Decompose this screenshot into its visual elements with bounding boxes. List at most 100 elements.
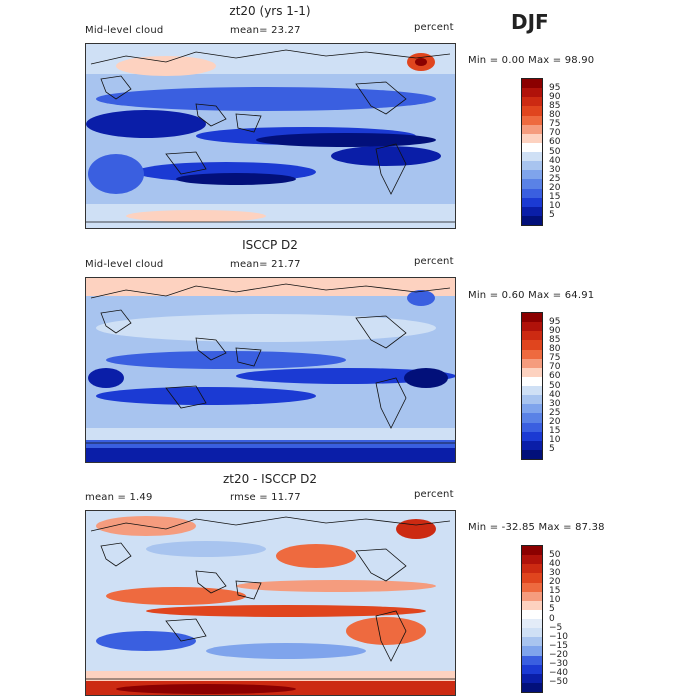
colorbar-tick-label: 20 <box>549 183 561 193</box>
colorbar-tick-label: 50 <box>549 380 561 391</box>
colorbar-tick-label: −30 <box>549 659 568 670</box>
colorbar-tick-label: 60 <box>549 371 561 382</box>
colorbar-swatch <box>522 582 542 592</box>
colorbar-tick-label: 40 <box>549 155 561 166</box>
colorbar-tick-label: 85 <box>549 100 561 111</box>
colorbar-tick-label: 5 <box>549 604 555 615</box>
panel-1-title: zt20 (yrs 1-1) <box>229 4 311 18</box>
colorbar-tick-label: 30 <box>549 164 561 175</box>
panel-2-map-plot <box>86 278 455 462</box>
colorbar-swatch <box>522 564 542 574</box>
colorbar-tick-label: 10 <box>549 595 561 606</box>
colorbar-tick-label: 75 <box>549 119 561 130</box>
colorbar-tick-label: 20 <box>549 417 561 427</box>
colorbar-tick-label: 10 <box>549 435 561 446</box>
panel-3-map <box>85 510 456 696</box>
colorbar-swatch <box>522 197 542 207</box>
panel-1-mean-label: mean= 23.27 <box>230 25 301 36</box>
colorbar-tick-label: −20 <box>549 650 568 660</box>
colorbar-swatch <box>522 395 542 405</box>
colorbar-tick-label: 0 <box>549 613 555 624</box>
colorbar-swatch <box>522 628 542 638</box>
colorbar-swatch <box>522 682 542 692</box>
colorbar-tick-label: 15 <box>549 586 561 597</box>
colorbar-swatch <box>522 440 542 450</box>
colorbar-tick-label: 15 <box>549 426 561 437</box>
colorbar-swatch <box>522 322 542 332</box>
colorbar-swatch <box>522 188 542 198</box>
colorbar-tick-label: −5 <box>549 622 563 633</box>
panel-3-minmax: Min = -32.85 Max = 87.38 <box>468 522 605 533</box>
colorbar-swatch <box>522 170 542 180</box>
colorbar-tick-label: 50 <box>549 146 561 157</box>
colorbar-tick-label: 25 <box>549 407 561 418</box>
colorbar-tick-label: 85 <box>549 334 561 345</box>
panel-2-minmax: Min = 0.60 Max = 64.91 <box>468 290 595 301</box>
colorbar-swatch <box>522 422 542 432</box>
colorbar-swatch <box>522 115 542 125</box>
colorbar-swatch <box>522 555 542 565</box>
colorbar-tick-label: 5 <box>549 444 555 455</box>
colorbar-tick-label: 20 <box>549 577 561 587</box>
colorbar-swatch <box>522 179 542 189</box>
colorbar-tick-label: 40 <box>549 389 561 400</box>
colorbar-swatch <box>522 404 542 414</box>
colorbar-swatch <box>522 88 542 98</box>
colorbar-swatch <box>522 206 542 216</box>
colorbar-swatch <box>522 313 542 323</box>
panel-2-mean-label: mean= 21.77 <box>230 259 301 270</box>
colorbar-swatch <box>522 646 542 656</box>
panel-3-mean-label: mean = 1.49 <box>85 492 153 503</box>
colorbar-tick-label: −40 <box>549 668 568 679</box>
colorbar-swatch <box>522 664 542 674</box>
colorbar-tick-label: 95 <box>549 316 561 327</box>
colorbar-tick-label: 80 <box>549 110 561 120</box>
colorbar-tick-label: 15 <box>549 192 561 203</box>
panel-3-colorbar <box>521 545 543 693</box>
colorbar-swatch <box>522 152 542 162</box>
colorbar-tick-label: −15 <box>549 640 568 651</box>
colorbar-tick-label: 25 <box>549 173 561 184</box>
panel-3-title: zt20 - ISCCP D2 <box>222 472 318 486</box>
colorbar-swatch <box>522 340 542 350</box>
panel-1-units-label: percent <box>414 22 454 33</box>
panel-2-map <box>85 277 456 463</box>
colorbar-swatch <box>522 413 542 423</box>
panel-2-colorbar <box>521 312 543 460</box>
colorbar-swatch <box>522 673 542 683</box>
colorbar-tick-label: 30 <box>549 398 561 409</box>
panel-3-map-plot <box>86 511 455 695</box>
colorbar-tick-label: −50 <box>549 677 568 688</box>
season-label: DJF <box>511 10 549 34</box>
colorbar-swatch <box>522 133 542 143</box>
colorbar-tick-label: 90 <box>549 91 561 102</box>
colorbar-tick-label: 70 <box>549 128 561 139</box>
colorbar-swatch <box>522 600 542 610</box>
colorbar-tick-label: 80 <box>549 344 561 354</box>
colorbar-swatch <box>522 367 542 377</box>
colorbar-tick-label: 50 <box>549 549 561 560</box>
colorbar-tick-label: 60 <box>549 137 561 148</box>
colorbar-tick-label: 70 <box>549 362 561 373</box>
colorbar-tick-label: 75 <box>549 353 561 364</box>
colorbar-tick-label: 90 <box>549 325 561 336</box>
colorbar-swatch <box>522 573 542 583</box>
panel-3-units-label: percent <box>414 489 454 500</box>
colorbar-swatch <box>522 591 542 601</box>
panel-2-units-label: percent <box>414 256 454 267</box>
colorbar-swatch <box>522 386 542 396</box>
colorbar-swatch <box>522 619 542 629</box>
colorbar-tick-label: 95 <box>549 82 561 93</box>
colorbar-swatch <box>522 358 542 368</box>
colorbar-swatch <box>522 376 542 386</box>
colorbar-swatch <box>522 97 542 107</box>
panel-2-variable-label: Mid-level cloud <box>85 259 164 270</box>
colorbar-tick-label: −10 <box>549 631 568 642</box>
panel-3-rmse-label: rmse = 11.77 <box>230 492 301 503</box>
colorbar-swatch <box>522 349 542 359</box>
colorbar-tick-label: 30 <box>549 567 561 578</box>
colorbar-swatch <box>522 449 542 459</box>
colorbar-tick-label: 5 <box>549 210 555 221</box>
panel-1-map <box>85 43 456 229</box>
colorbar-swatch <box>522 79 542 89</box>
